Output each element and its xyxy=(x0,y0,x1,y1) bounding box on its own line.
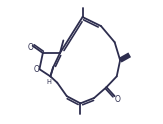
Text: O: O xyxy=(114,95,120,104)
Text: H: H xyxy=(46,79,51,85)
Text: O: O xyxy=(34,65,40,74)
Text: O: O xyxy=(28,43,33,52)
